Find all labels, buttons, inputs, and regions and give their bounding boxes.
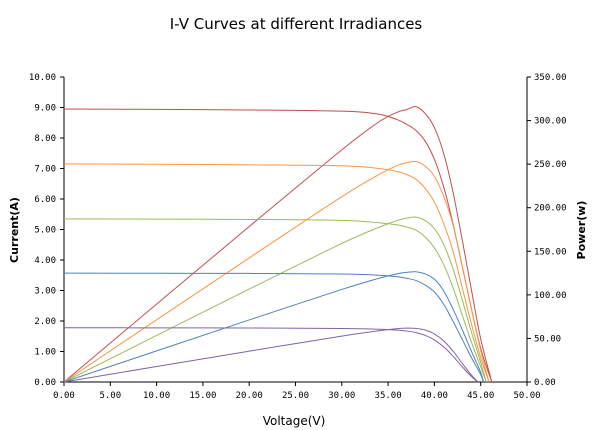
iv-curve-2 <box>63 163 490 383</box>
x-tick-label: 50.00 <box>513 391 540 401</box>
y-tick-label: 6.00 <box>34 195 56 205</box>
x-tick-label: 5.00 <box>99 391 121 401</box>
x-tick-label: 15.00 <box>189 391 216 401</box>
y-tick-label: 1.00 <box>34 348 56 358</box>
y2-tick-label: 100.00 <box>534 291 567 301</box>
y-tick-label: 2.00 <box>34 317 56 327</box>
y-tick-label: 0.00 <box>34 378 56 388</box>
chart-title: I-V Curves at different Irradiances <box>170 15 423 33</box>
x-tick-label: 35.00 <box>375 391 402 401</box>
y2-tick-label: 250.00 <box>534 160 567 170</box>
x-tick-label: 30.00 <box>328 391 355 401</box>
iv-curve-4 <box>63 272 484 383</box>
y-tick-label: 7.00 <box>34 165 56 175</box>
power-curve-2 <box>63 160 490 383</box>
power-curve-5 <box>63 327 479 383</box>
x-tick-label: 20.00 <box>236 391 263 401</box>
y-tick-label: 4.00 <box>34 256 56 266</box>
y2-tick-label: 150.00 <box>534 247 567 257</box>
x-tick-label: 40.00 <box>421 391 448 401</box>
chart-axes: 0.00 5.00 10.00 15.00 20.00 25.00 30.00 35.00 40… <box>29 73 567 401</box>
x-tick-label: 45.00 <box>467 391 494 401</box>
y2-tick-label: 0.00 <box>534 378 556 388</box>
y-tick-label: 8.00 <box>34 134 56 144</box>
y-tick-label: 10.00 <box>29 73 56 83</box>
x-tick-label: 0.00 <box>53 391 75 401</box>
power-curve-1 <box>63 106 493 383</box>
iv-curve-3 <box>63 218 487 383</box>
y2-tick-label: 350.00 <box>534 73 567 83</box>
iv-curve-5 <box>63 327 479 383</box>
y-axis-label: Current(A) <box>8 197 21 263</box>
y2-tick-label: 300.00 <box>534 117 567 127</box>
y2-axis-label: Power(w) <box>575 201 588 260</box>
y2-tick-label: 50.00 <box>534 334 561 344</box>
y-tick-label: 3.00 <box>34 287 56 297</box>
x-tick-label: 10.00 <box>143 391 170 401</box>
y2-tick-label: 200.00 <box>534 204 567 214</box>
x-tick-label: 25.00 <box>282 391 309 401</box>
power-curve-3 <box>63 216 487 383</box>
y-tick-label: 5.00 <box>34 226 56 236</box>
y-tick-label: 9.00 <box>34 104 56 114</box>
x-axis-label: Voltage(V) <box>263 414 326 428</box>
iv-curve-1 <box>63 108 493 383</box>
chart-series <box>63 106 493 383</box>
power-curve-4 <box>63 271 484 383</box>
